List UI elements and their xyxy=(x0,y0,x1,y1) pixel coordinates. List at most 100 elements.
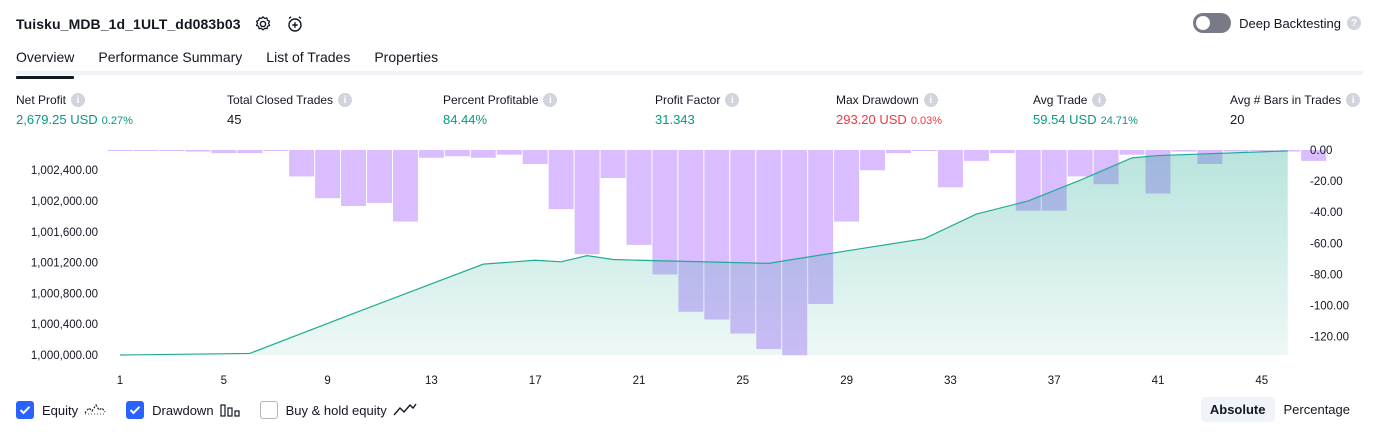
y-left-tick-label: 1,001,200.00 xyxy=(31,258,98,270)
chart-legend: Equity Drawdown Buy & hold equity xyxy=(16,401,437,419)
stat-sub: 24.71% xyxy=(1100,115,1138,127)
tab-properties[interactable]: Properties xyxy=(374,49,439,65)
deep-backtesting-label: Deep Backtesting xyxy=(1239,15,1341,31)
drawdown-bar xyxy=(911,150,937,151)
stat-label: Percent Profitable xyxy=(443,93,539,107)
y-right-tick-label: -120.00 xyxy=(1310,332,1349,344)
info-icon[interactable]: i xyxy=(725,93,740,107)
drawdown-bar xyxy=(1067,150,1093,177)
drawdown-checkbox[interactable] xyxy=(126,401,145,419)
drawdown-bar xyxy=(963,150,989,161)
tab-performance-summary[interactable]: Performance Summary xyxy=(98,49,243,65)
drawdown-bar xyxy=(834,150,860,222)
tab-overview[interactable]: Overview xyxy=(16,44,75,79)
y-left-tick-label: 1,002,400.00 xyxy=(31,165,98,177)
y-right-tick-label: -40.00 xyxy=(1310,207,1343,219)
x-tick-label: 41 xyxy=(1152,375,1165,387)
drawdown-bar xyxy=(470,150,496,158)
stat-percent-profitable: Percent Profitable i 84.44% xyxy=(443,93,558,127)
y-right-tick-label: -60.00 xyxy=(1310,238,1343,250)
x-tick-label: 21 xyxy=(633,375,646,387)
stat-sub: 0.03% xyxy=(910,115,943,127)
legend-buy-hold-equity[interactable]: Buy & hold equity xyxy=(259,401,417,419)
drawdown-bar xyxy=(548,150,574,210)
stat-profit-factor: Profit Factor i 31.343 xyxy=(655,93,740,127)
gear-icon[interactable] xyxy=(253,14,273,34)
buy-hold-checkbox[interactable] xyxy=(259,401,278,419)
drawdown-bar xyxy=(1301,150,1327,161)
legend-equity[interactable]: Equity xyxy=(16,401,106,419)
drawdown-bars-icon xyxy=(219,402,240,418)
drawdown-bar xyxy=(1275,150,1301,152)
stat-value: 31.343 xyxy=(655,112,695,127)
drawdown-bar xyxy=(185,150,211,152)
stat-sub: 0.27% xyxy=(101,115,133,127)
stat-avg-trade: Avg Trade i 59.54 USD 24.71% xyxy=(1033,93,1138,127)
deep-backtesting-toggle[interactable] xyxy=(1193,13,1232,33)
y-left-tick-label: 1,001,600.00 xyxy=(31,227,98,239)
stat-label: Max Drawdown xyxy=(836,93,919,107)
toggle-knob xyxy=(1196,16,1211,30)
y-right-tick-label: -20.00 xyxy=(1310,176,1343,188)
x-tick-label: 1 xyxy=(117,375,123,387)
chart-axes: 1,000,000.00 1,000,400.00 1,000,800.00 1,00… xyxy=(31,145,1349,387)
drawdown-bar xyxy=(418,150,444,158)
stat-label: Avg Trade xyxy=(1033,93,1088,107)
drawdown-bar xyxy=(626,150,652,245)
info-icon[interactable]: i xyxy=(1346,93,1361,107)
stat-value: 293.20 USD xyxy=(836,112,907,127)
equity-series xyxy=(119,150,1288,356)
info-icon[interactable]: i xyxy=(1092,93,1107,107)
drawdown-bar xyxy=(652,150,678,275)
info-icon[interactable]: i xyxy=(338,93,353,107)
legend-drawdown[interactable]: Drawdown xyxy=(126,401,240,419)
drawdown-bar xyxy=(211,150,237,154)
absolute-button[interactable]: Absolute xyxy=(1200,397,1275,422)
drawdown-bar xyxy=(392,150,418,222)
equity-line-icon xyxy=(84,402,106,418)
stat-value: 20 xyxy=(1230,112,1245,127)
stat-net-profit: Net Profit i 2,679.25 USD 0.27% xyxy=(16,93,133,127)
drawdown-bar xyxy=(496,150,522,155)
drawdown-bar xyxy=(367,150,392,203)
drawdown-bar xyxy=(133,150,159,151)
drawdown-bar xyxy=(886,150,911,154)
info-icon[interactable]: i xyxy=(71,93,86,107)
drawdown-bar xyxy=(860,150,886,171)
equity-checkbox[interactable] xyxy=(16,401,34,419)
drawdown-bar xyxy=(1119,150,1145,155)
report-header: Tuisku_MDB_1d_1ULT_dd083b03 xyxy=(16,12,305,36)
strategy-title: Tuisku_MDB_1d_1ULT_dd083b03 xyxy=(16,16,241,32)
info-icon[interactable]: i xyxy=(923,93,938,107)
y-right-tick-label: 0.00 xyxy=(1310,145,1332,157)
info-icon[interactable]: i xyxy=(543,93,558,107)
drawdown-bar xyxy=(1249,150,1275,151)
drawdown-bar xyxy=(600,150,626,178)
stat-value: 45 xyxy=(227,112,242,127)
stat-max-drawdown: Max Drawdown i 293.20 USD 0.03% xyxy=(836,93,942,127)
x-tick-label: 33 xyxy=(944,375,957,387)
x-tick-label: 45 xyxy=(1255,375,1268,387)
alarm-plus-icon[interactable] xyxy=(285,14,305,34)
equity-label: Equity xyxy=(42,402,79,418)
tab-list-of-trades[interactable]: List of Trades xyxy=(266,49,351,65)
buy-hold-label: Buy & hold equity xyxy=(285,402,387,418)
drawdown-bar xyxy=(107,150,133,151)
help-icon[interactable]: ? xyxy=(1347,16,1361,30)
percentage-button[interactable]: Percentage xyxy=(1283,402,1351,417)
x-tick-label: 5 xyxy=(221,375,227,387)
y-left-tick-label: 1,002,000.00 xyxy=(31,196,98,208)
drawdown-bar xyxy=(315,150,341,199)
y-left-tick-label: 1,000,400.00 xyxy=(31,319,98,331)
equity-area xyxy=(120,150,1288,355)
equity-drawdown-chart: 1,000,000.00 1,000,400.00 1,000,800.00 1,00… xyxy=(31,145,1349,387)
drawdown-bar xyxy=(444,150,470,157)
y-left-tick-label: 1,000,800.00 xyxy=(31,288,98,300)
stats-row: Net Profit i 2,679.25 USD 0.27% Total Clos… xyxy=(0,93,1379,133)
drawdown-bar xyxy=(237,150,263,154)
drawdown-bar xyxy=(989,150,1015,154)
drawdown-bar xyxy=(937,150,963,188)
drawdown-bar xyxy=(574,150,600,255)
drawdown-bar xyxy=(341,150,367,206)
stat-label: Total Closed Trades xyxy=(227,93,334,107)
